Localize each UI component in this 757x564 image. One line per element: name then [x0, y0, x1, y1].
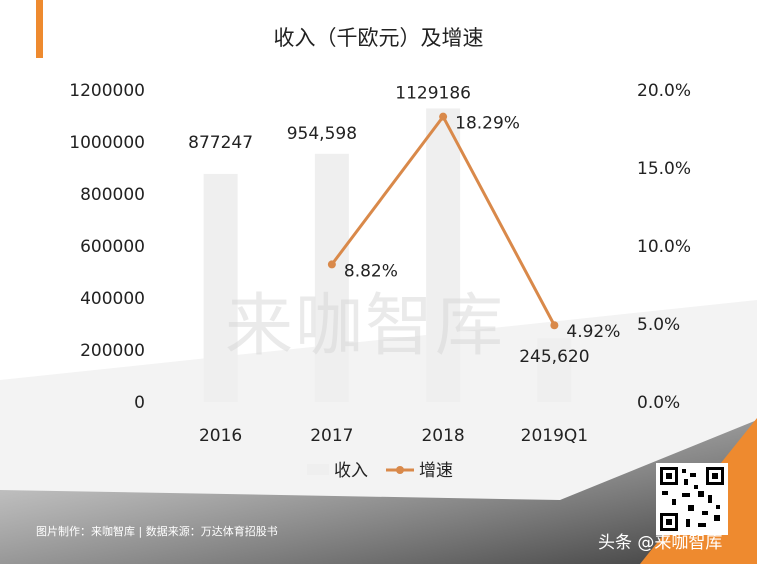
legend-line-marker — [396, 466, 404, 474]
growth-point-2017 — [327, 260, 336, 269]
accent-bar — [36, 0, 43, 58]
bar-value-label: 1129186 — [395, 83, 471, 103]
right-tick-label: 20.0% — [637, 81, 691, 101]
bar-value-label: 954,598 — [287, 124, 357, 144]
growth-point-2018 — [439, 112, 448, 121]
left-tick-label: 600000 — [80, 237, 145, 257]
bar-2017 — [314, 153, 349, 402]
bar-value-label: 245,620 — [519, 347, 589, 367]
left-tick-label: 1000000 — [69, 133, 145, 153]
growth-point-2019Q1 — [550, 321, 559, 330]
left-tick-label: 800000 — [80, 185, 145, 205]
bar-2018 — [426, 108, 461, 403]
growth-value-label: 18.29% — [455, 114, 520, 134]
right-tick-label: 15.0% — [637, 159, 691, 179]
qr-code-icon — [656, 463, 728, 535]
x-tick-label: 2018 — [421, 426, 464, 446]
x-tick-label: 2016 — [199, 426, 242, 446]
right-tick-label: 0.0% — [637, 393, 680, 413]
background-dark-shade — [0, 420, 757, 564]
x-tick-label: 2019Q1 — [521, 426, 588, 446]
left-tick-label: 200000 — [80, 341, 145, 361]
right-tick-label: 10.0% — [637, 237, 691, 257]
chart-title: 收入（千欧元）及增速 — [273, 26, 484, 50]
legend-line-label: 增速 — [419, 461, 453, 481]
brand-label: 头条 @来咖智库 — [598, 533, 723, 553]
bar-2019Q1 — [537, 338, 572, 402]
watermark: 来咖智库 — [225, 287, 506, 366]
bar-value-label: 877247 — [188, 133, 253, 153]
growth-value-label: 8.82% — [344, 261, 398, 281]
x-tick-label: 2017 — [310, 426, 353, 446]
bar-2016 — [203, 173, 238, 402]
growth-value-label: 4.92% — [566, 322, 620, 342]
left-tick-label: 1200000 — [69, 81, 145, 101]
footer-note: 图片制作：来咖智库 | 数据来源：万达体育招股书 — [36, 525, 278, 538]
left-tick-label: 400000 — [80, 289, 145, 309]
right-tick-label: 5.0% — [637, 315, 680, 335]
legend-bar-label: 收入 — [334, 461, 368, 481]
legend-bar-swatch — [307, 464, 329, 475]
left-tick-label: 0 — [134, 393, 145, 413]
